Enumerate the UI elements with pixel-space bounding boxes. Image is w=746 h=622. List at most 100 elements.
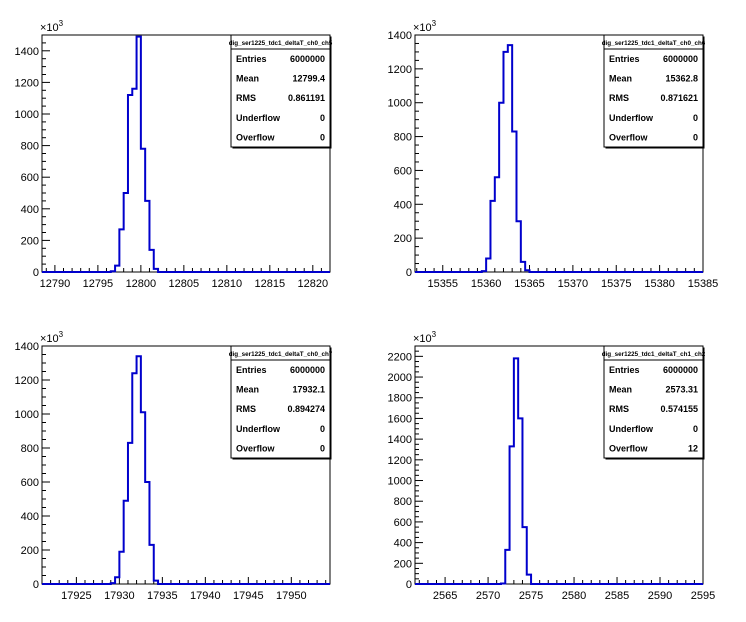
x-tick-label: 2590 [648, 590, 672, 602]
x-tick-label: 2580 [562, 590, 586, 602]
stats-label: Overflow [609, 443, 649, 453]
y-tick-label: 1400 [15, 341, 39, 353]
stats-value: 0 [320, 132, 325, 142]
y-tick-label: 800 [21, 141, 39, 153]
x-tick-label: 12810 [212, 278, 243, 290]
stats-value: 0.574155 [660, 404, 698, 414]
x-axis: 12790 12795 12800 12805 12810 12815 12820 [40, 265, 331, 290]
x-tick-label: 15370 [558, 278, 589, 290]
y-tick-label: 200 [21, 545, 39, 557]
y-exponent-label: ×103 [40, 19, 64, 34]
y-tick-label: 1000 [388, 98, 412, 110]
y-tick-label: 400 [394, 538, 412, 550]
stats-label: Mean [609, 385, 632, 395]
y-tick-label: 200 [21, 235, 39, 247]
histogram-outline [415, 357, 703, 585]
histogram-panel-3: 17925 17930 17935 17940 17945 17950 0 200 400 600… [15, 330, 333, 602]
x-tick-label: 2565 [433, 590, 457, 602]
stats-label: RMS [236, 93, 256, 103]
stats-value: 0.894274 [287, 404, 325, 414]
x-tick-label: 15380 [644, 278, 675, 290]
stats-value: 0 [693, 132, 698, 142]
y-tick-label: 600 [394, 517, 412, 529]
y-tick-label: 400 [21, 204, 39, 216]
stats-box-frame [230, 345, 331, 459]
stats-value: 12799.4 [292, 74, 325, 84]
stats-title: dig_ser1225_tdc1_deltaT_ch0_ch5 [229, 40, 333, 47]
x-tick-label: 12790 [40, 278, 71, 290]
stats-value: 12 [688, 443, 698, 453]
stats-title: dig_ser1225_tdc1_deltaT_ch0_ch7 [229, 351, 333, 358]
y-tick-label: 600 [21, 172, 39, 184]
y-tick-label: 1200 [388, 64, 412, 76]
stats-value: 15362.8 [665, 74, 698, 84]
y-tick-label: 0 [33, 267, 39, 279]
y-tick-label: 800 [394, 496, 412, 508]
stats-label: Mean [236, 74, 259, 84]
x-axis: 15355 15360 15365 15370 15375 15380 15385 [416, 265, 718, 290]
y-axis: 0 200 400 600 800 1000 1200 1400 [15, 341, 50, 591]
y-exponent-base: ×10 [40, 22, 59, 34]
x-tick-label: 15355 [427, 278, 458, 290]
x-tick-label: 15375 [601, 278, 632, 290]
y-exponent-base: ×10 [413, 333, 432, 345]
stats-box: dig_ser1225_tdc1_deltaT_ch0_ch5 Entries 60… [229, 34, 333, 149]
x-tick-label: 2575 [519, 590, 543, 602]
y-tick-label: 800 [394, 132, 412, 144]
stats-label: Entries [609, 54, 640, 64]
y-tick-label: 1000 [388, 476, 412, 488]
x-axis: 2565 2570 2575 2580 2585 2590 2595 [418, 577, 715, 602]
stats-label: Underflow [609, 424, 654, 434]
y-tick-label: 1800 [388, 393, 412, 405]
stats-box: dig_ser1225_tdc1_deltaT_ch1_ch2 Entries 60… [602, 345, 706, 460]
histogram-panel-4: 2565 2570 2575 2580 2585 2590 2595 0 200 400 600 80… [388, 330, 716, 602]
histogram-outline [42, 35, 330, 273]
x-tick-label: 2585 [605, 590, 629, 602]
y-exponent-power: 3 [59, 330, 64, 339]
stats-label: Overflow [609, 132, 649, 142]
y-tick-label: 600 [394, 165, 412, 177]
stats-value: 0 [320, 424, 325, 434]
stats-label: Mean [236, 385, 259, 395]
x-tick-label: 2570 [476, 590, 500, 602]
x-tick-label: 12800 [126, 278, 157, 290]
y-tick-label: 1200 [388, 455, 412, 467]
y-axis: 0 200 400 600 800 1000 1200 1400 [15, 34, 50, 279]
stats-label: Mean [609, 74, 632, 84]
stats-label: Underflow [236, 424, 281, 434]
stats-value: 6000000 [290, 54, 325, 64]
y-tick-label: 0 [33, 579, 39, 591]
stats-label: Overflow [236, 443, 276, 453]
y-tick-label: 1000 [15, 109, 39, 121]
y-tick-label: 1200 [15, 77, 39, 89]
histogram-panel-1: 12790 12795 12800 12805 12810 12815 12820 0 200 4… [15, 19, 333, 290]
y-tick-label: 2200 [388, 351, 412, 363]
y-exponent-label: ×103 [40, 330, 64, 345]
y-tick-label: 1000 [15, 409, 39, 421]
x-tick-label: 17925 [61, 590, 92, 602]
stats-value: 6000000 [290, 365, 325, 375]
y-tick-label: 800 [21, 443, 39, 455]
stats-title: dig_ser1225_tdc1_deltaT_ch0_ch6 [602, 40, 706, 47]
x-tick-label: 12805 [169, 278, 200, 290]
histogram-outline [415, 44, 703, 273]
y-tick-label: 0 [406, 579, 412, 591]
x-tick-label: 12795 [83, 278, 114, 290]
stats-value: 6000000 [663, 365, 698, 375]
y-tick-label: 1600 [388, 413, 412, 425]
y-tick-label: 400 [394, 199, 412, 211]
y-exponent-label: ×103 [413, 330, 437, 345]
stats-value: 17932.1 [292, 385, 325, 395]
stats-label: Entries [236, 54, 267, 64]
histogram-outline [42, 355, 330, 585]
histogram-panel-2: 15355 15360 15365 15370 15375 15380 15385 0 200 4… [388, 19, 719, 290]
y-tick-label: 1400 [15, 46, 39, 58]
stats-box: dig_ser1225_tdc1_deltaT_ch0_ch7 Entries 60… [229, 345, 333, 460]
y-tick-label: 1400 [388, 434, 412, 446]
stats-value: 0.861191 [288, 93, 325, 103]
y-tick-label: 1400 [388, 30, 412, 42]
y-axis: 0 200 400 600 800 1000 1200 1400 1600 1800 2000 220… [388, 345, 423, 591]
stats-value: 2573.31 [665, 385, 698, 395]
stats-label: RMS [609, 404, 629, 414]
stats-label: Underflow [609, 113, 654, 123]
